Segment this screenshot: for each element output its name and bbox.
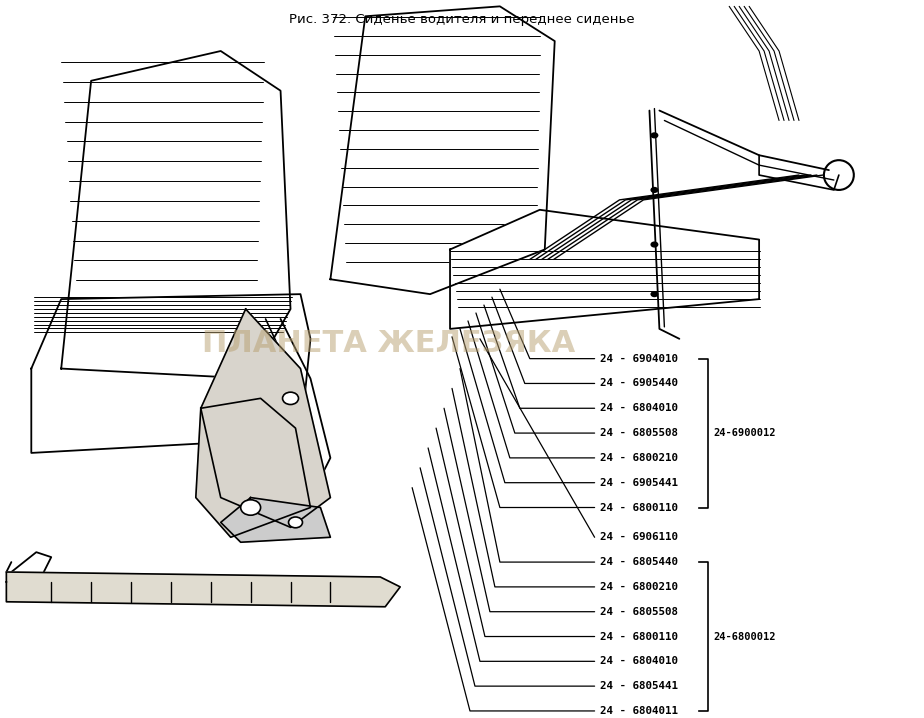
Text: 24 - 6805441: 24 - 6805441: [600, 681, 677, 691]
Text: 24 - 6800210: 24 - 6800210: [600, 453, 677, 463]
Text: 24 - 6800110: 24 - 6800110: [600, 503, 677, 513]
Text: 24 - 6804010: 24 - 6804010: [600, 404, 677, 414]
Circle shape: [288, 517, 302, 528]
Polygon shape: [221, 498, 331, 542]
Polygon shape: [201, 309, 331, 527]
Text: ПЛАНЕТА ЖЕЛЕЗЯКА: ПЛАНЕТА ЖЕЛЕЗЯКА: [201, 329, 575, 358]
Text: 24 - 6904010: 24 - 6904010: [600, 354, 677, 363]
Polygon shape: [331, 6, 554, 294]
Polygon shape: [450, 210, 760, 329]
Text: Рис. 372. Сиденье водителя и переднее сиденье: Рис. 372. Сиденье водителя и переднее си…: [289, 13, 635, 26]
Text: 24 - 6804011: 24 - 6804011: [600, 706, 677, 716]
Text: 24-6900012: 24-6900012: [713, 428, 775, 438]
Circle shape: [650, 132, 659, 139]
Circle shape: [650, 187, 659, 193]
Text: 24 - 6905440: 24 - 6905440: [600, 378, 677, 388]
Polygon shape: [61, 51, 290, 378]
Text: 24 - 6805440: 24 - 6805440: [600, 557, 677, 567]
Polygon shape: [31, 294, 310, 453]
Circle shape: [283, 392, 298, 404]
Text: 24 - 6800110: 24 - 6800110: [600, 632, 677, 641]
Polygon shape: [6, 572, 400, 607]
Circle shape: [650, 241, 659, 248]
Text: 24-6800012: 24-6800012: [713, 632, 775, 641]
Text: 24 - 6905441: 24 - 6905441: [600, 477, 677, 488]
Circle shape: [240, 500, 261, 516]
Text: 24 - 6906110: 24 - 6906110: [600, 532, 677, 542]
Polygon shape: [196, 398, 310, 537]
Text: 24 - 6800210: 24 - 6800210: [600, 582, 677, 592]
Circle shape: [650, 291, 659, 297]
Text: 24 - 6805508: 24 - 6805508: [600, 428, 677, 438]
Text: 24 - 6805508: 24 - 6805508: [600, 607, 677, 617]
Text: 24 - 6804010: 24 - 6804010: [600, 656, 677, 666]
